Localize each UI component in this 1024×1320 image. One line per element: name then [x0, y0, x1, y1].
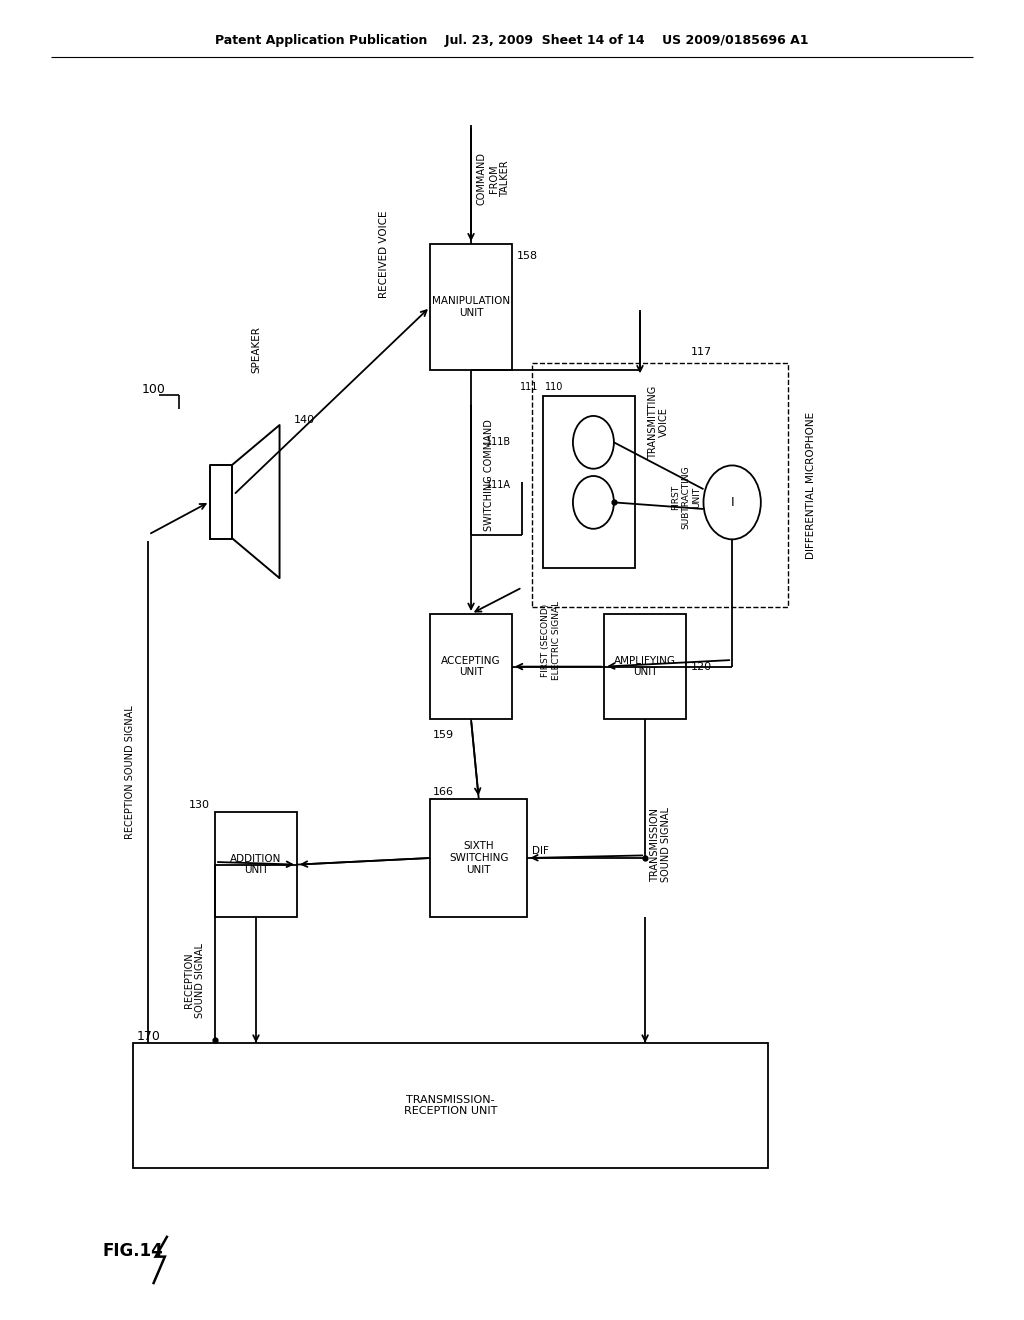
Text: 158: 158	[517, 251, 539, 261]
Bar	[604, 614, 686, 719]
Text: FIRST (SECOND)
ELECTRIC SIGNAL: FIRST (SECOND) ELECTRIC SIGNAL	[542, 601, 560, 680]
Text: MANIPULATION
UNIT: MANIPULATION UNIT	[432, 296, 510, 318]
Text: ACCEPTING
UNIT: ACCEPTING UNIT	[441, 656, 501, 677]
Bar	[543, 396, 635, 568]
Text: TRANSMITTING
VOICE: TRANSMITTING VOICE	[647, 385, 670, 459]
Bar	[532, 363, 788, 607]
Bar	[430, 799, 527, 917]
Text: FIRST
SUBTRACTING
UNIT: FIRST SUBTRACTING UNIT	[671, 466, 701, 529]
Bar	[430, 244, 512, 370]
Text: DIFFERENTIAL MICROPHONE: DIFFERENTIAL MICROPHONE	[806, 412, 816, 558]
Bar	[430, 614, 512, 719]
Text: 100: 100	[141, 383, 165, 396]
Text: 120: 120	[691, 661, 713, 672]
Text: SWITCHING COMMAND: SWITCHING COMMAND	[484, 420, 495, 531]
Text: 117: 117	[691, 347, 713, 358]
Text: RECEPTION
SOUND SIGNAL: RECEPTION SOUND SIGNAL	[183, 942, 206, 1018]
Text: SPEAKER: SPEAKER	[251, 326, 261, 374]
Text: SIXTH
SWITCHING
UNIT: SIXTH SWITCHING UNIT	[449, 841, 509, 875]
Bar	[133, 1043, 768, 1168]
Text: RECEPTION SOUND SIGNAL: RECEPTION SOUND SIGNAL	[125, 705, 135, 840]
Text: 110: 110	[545, 381, 563, 392]
Text: RECEIVED VOICE: RECEIVED VOICE	[379, 210, 389, 298]
Bar	[215, 812, 297, 917]
Text: DIF: DIF	[532, 846, 549, 857]
Text: 130: 130	[188, 800, 210, 810]
Text: TRANSMISSION
SOUND SIGNAL: TRANSMISSION SOUND SIGNAL	[649, 808, 672, 882]
Text: 111B: 111B	[486, 437, 512, 447]
Text: 166: 166	[433, 787, 455, 797]
Text: 111: 111	[520, 381, 539, 392]
Text: 140: 140	[294, 414, 315, 425]
Text: AMPLIFYING
UNIT: AMPLIFYING UNIT	[614, 656, 676, 677]
Text: TRANSMISSION-
RECEPTION UNIT: TRANSMISSION- RECEPTION UNIT	[403, 1094, 498, 1117]
Text: ADDITION
UNIT: ADDITION UNIT	[230, 854, 282, 875]
Text: Patent Application Publication    Jul. 23, 2009  Sheet 14 of 14    US 2009/01856: Patent Application Publication Jul. 23, …	[215, 34, 809, 48]
Text: 159: 159	[433, 730, 455, 741]
Text: I: I	[730, 496, 734, 510]
Text: FIG.14: FIG.14	[102, 1242, 164, 1261]
Text: 111A: 111A	[486, 480, 511, 490]
Text: 170: 170	[136, 1030, 160, 1043]
Text: COMMAND
FROM
TALKER: COMMAND FROM TALKER	[477, 152, 510, 205]
